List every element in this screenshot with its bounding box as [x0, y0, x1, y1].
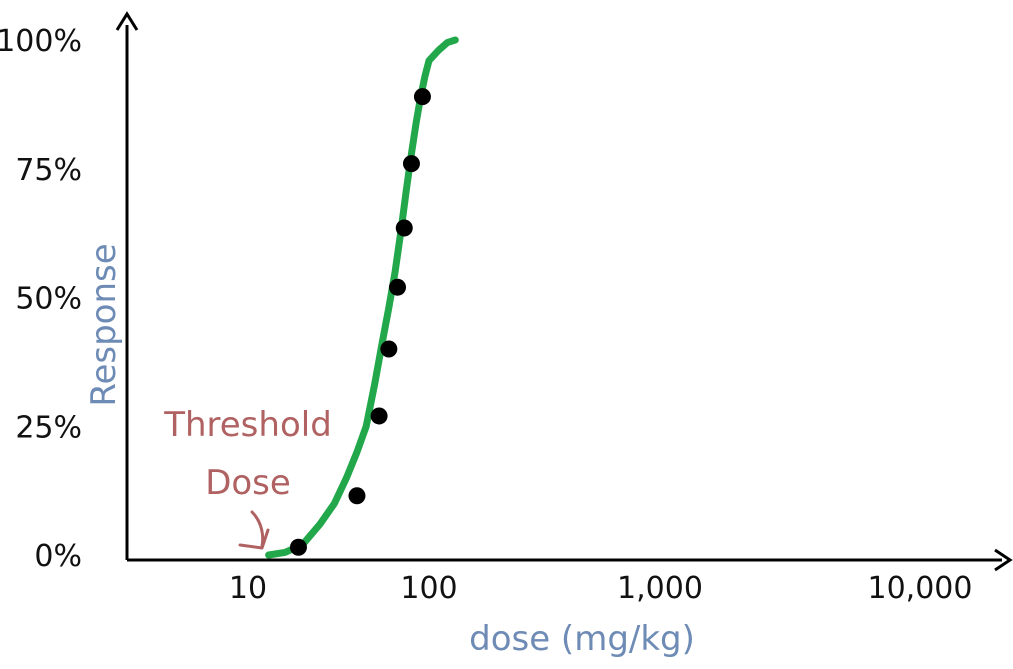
y-axis-arrowhead [115, 11, 139, 31]
x-tick-label: 1,000 [617, 571, 703, 606]
x-axis-arrowhead [994, 548, 1013, 572]
data-point [348, 487, 366, 505]
threshold-arrowhead [238, 528, 270, 550]
x-tick-label: 100 [400, 571, 457, 606]
y-tick-label: 0% [34, 539, 82, 574]
x-axis-title: dose (mg/kg) [469, 619, 695, 659]
x-tick-label: 10,000 [868, 571, 973, 606]
threshold-arrow [250, 510, 265, 548]
data-points [289, 88, 431, 556]
y-tick-labels: 0% 25% 50% 75% 100% [0, 24, 82, 574]
x-tick-labels: 10 100 1,000 10,000 [229, 571, 973, 606]
data-point [370, 407, 388, 425]
axes [115, 11, 1013, 572]
y-tick-label: 100% [0, 24, 82, 59]
data-point [380, 340, 398, 358]
y-tick-label: 75% [15, 153, 82, 188]
x-tick-label: 10 [229, 571, 267, 606]
data-point [389, 278, 407, 296]
dose-response-curve [265, 36, 459, 559]
data-point [402, 155, 420, 173]
data-point [395, 219, 413, 237]
y-tick-label: 25% [15, 410, 82, 445]
threshold-annotation: Threshold Dose [163, 405, 332, 550]
y-tick-label: 50% [15, 282, 82, 317]
y-axis-title: Response [84, 243, 124, 406]
data-point [289, 538, 307, 556]
data-point [413, 88, 431, 106]
threshold-label-line2: Dose [205, 463, 291, 503]
threshold-label-line1: Threshold [163, 405, 332, 445]
